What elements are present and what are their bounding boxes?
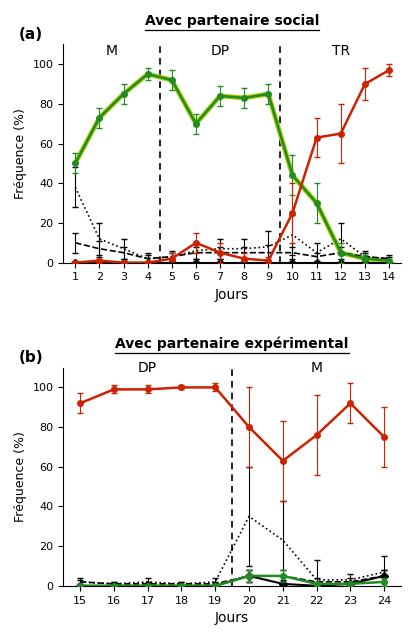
X-axis label: Jours: Jours bbox=[215, 611, 249, 625]
Text: M: M bbox=[310, 362, 322, 376]
Title: Avec partenaire expérimental: Avec partenaire expérimental bbox=[115, 337, 349, 351]
Text: DP: DP bbox=[138, 362, 157, 376]
Text: (b): (b) bbox=[19, 350, 44, 365]
Text: DP: DP bbox=[210, 44, 229, 58]
Text: TR: TR bbox=[332, 44, 350, 58]
Y-axis label: Fréquence (%): Fréquence (%) bbox=[14, 108, 27, 199]
Title: Avec partenaire social: Avec partenaire social bbox=[145, 14, 319, 28]
Text: M: M bbox=[105, 44, 117, 58]
Text: (a): (a) bbox=[19, 27, 43, 42]
Y-axis label: Fréquence (%): Fréquence (%) bbox=[14, 431, 27, 522]
X-axis label: Jours: Jours bbox=[215, 288, 249, 302]
